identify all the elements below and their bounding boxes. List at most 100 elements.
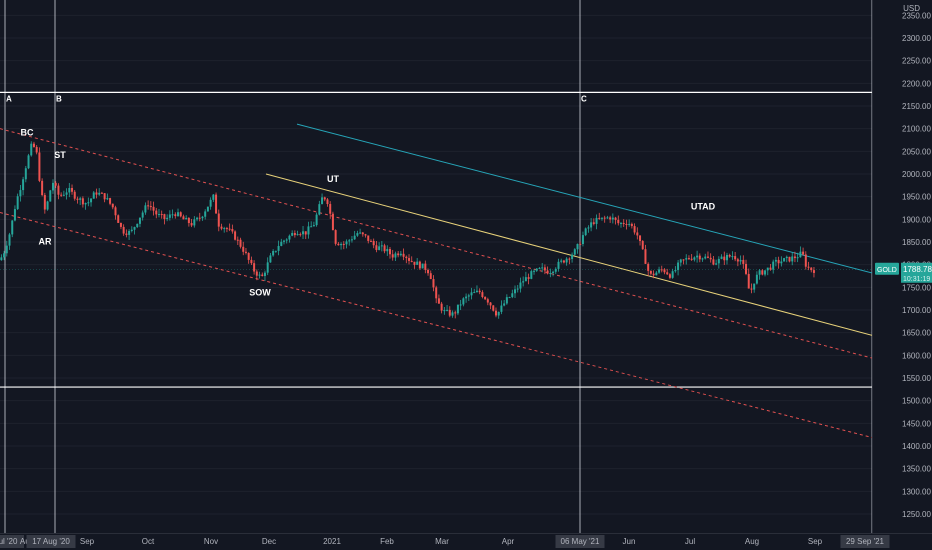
candle-body bbox=[217, 213, 220, 227]
candle-body bbox=[81, 198, 84, 205]
candle-body bbox=[22, 179, 25, 191]
candle-body bbox=[258, 274, 261, 276]
x-tick-label: Jul bbox=[685, 537, 695, 546]
candle-body bbox=[179, 212, 182, 217]
candle-body bbox=[467, 295, 470, 297]
candle-body bbox=[764, 270, 767, 275]
candle-body bbox=[674, 270, 677, 272]
x-tick-label: Oct bbox=[142, 537, 155, 546]
candle-body bbox=[647, 263, 650, 271]
candle-body bbox=[315, 214, 318, 226]
candle-body bbox=[682, 259, 685, 261]
y-tick-label: 2000.00 bbox=[902, 170, 931, 179]
candle-body bbox=[35, 146, 38, 153]
candle-body bbox=[774, 259, 777, 262]
candle-body bbox=[685, 258, 688, 260]
annotation-utad: UTAD bbox=[691, 201, 716, 211]
time-axis[interactable]: Jul '20 Aug 17 Aug '20 Sep Oct Nov Dec 2021 Feb M… bbox=[0, 533, 932, 550]
candle-body bbox=[27, 155, 30, 169]
candle-body bbox=[791, 256, 794, 262]
candle-body bbox=[527, 277, 530, 279]
candle-body bbox=[427, 269, 430, 274]
candle-body bbox=[704, 256, 707, 259]
candle-body bbox=[49, 190, 52, 202]
candle-body bbox=[435, 287, 438, 299]
candle-body bbox=[785, 256, 788, 259]
candle-body bbox=[291, 233, 294, 236]
price-axis[interactable]: 2350.00 2300.00 2250.00 2200.00 2150.00 2100.… bbox=[872, 0, 932, 550]
candle-body bbox=[755, 274, 758, 284]
y-tick-label: 1650.00 bbox=[902, 329, 931, 338]
candle-body bbox=[620, 222, 623, 224]
candle-body bbox=[68, 188, 71, 193]
candle-body bbox=[497, 311, 500, 316]
y-tick-label: 1700.00 bbox=[902, 306, 931, 315]
x-tick-label: 17 Aug '20 bbox=[32, 537, 70, 546]
candle-body bbox=[277, 245, 280, 251]
candle-body bbox=[652, 273, 655, 276]
marker-A: A bbox=[6, 94, 12, 103]
candle-body bbox=[769, 267, 772, 270]
candle-body bbox=[519, 282, 522, 289]
candle-body bbox=[13, 209, 16, 221]
candle-body bbox=[76, 198, 79, 200]
candle-body bbox=[285, 239, 288, 241]
candle-body bbox=[54, 182, 57, 186]
candle-body bbox=[766, 267, 769, 271]
candle-body bbox=[5, 245, 8, 254]
candle-body bbox=[416, 261, 419, 265]
candle-body bbox=[209, 199, 212, 207]
candle-body bbox=[46, 201, 49, 210]
candle-body bbox=[71, 188, 74, 192]
candle-body bbox=[511, 293, 514, 298]
x-tick-label: 29 Sep '21 bbox=[846, 537, 885, 546]
grid bbox=[0, 14, 872, 515]
annotation-ar: AR bbox=[39, 236, 52, 246]
candle-body bbox=[788, 256, 791, 262]
candle-body bbox=[655, 272, 658, 276]
candle-body bbox=[367, 235, 370, 241]
candle-body bbox=[462, 298, 465, 305]
trendline bbox=[0, 128, 897, 365]
candle-body bbox=[236, 239, 239, 241]
candle-body bbox=[280, 241, 283, 246]
marker-B: B bbox=[56, 94, 62, 103]
candle-body bbox=[533, 270, 536, 272]
candle-body bbox=[223, 228, 226, 230]
candle-body bbox=[386, 249, 389, 252]
candle-body bbox=[546, 270, 549, 274]
candle-body bbox=[535, 268, 538, 271]
trendline bbox=[0, 212, 897, 445]
candle-body bbox=[302, 231, 305, 235]
candle-body bbox=[266, 262, 269, 273]
candle-body bbox=[503, 303, 506, 306]
candle-body bbox=[796, 257, 799, 259]
candle-body bbox=[418, 261, 421, 269]
candle-body bbox=[568, 258, 571, 260]
candle-body bbox=[758, 270, 761, 275]
y-tick-label: 2150.00 bbox=[902, 102, 931, 111]
candle-body bbox=[698, 255, 701, 260]
candle-body bbox=[736, 259, 739, 262]
time-label-box bbox=[840, 535, 890, 548]
candle-body bbox=[380, 245, 383, 247]
candle-body bbox=[753, 283, 756, 290]
candle-body bbox=[212, 194, 215, 200]
candle-body bbox=[177, 212, 180, 217]
candle-body bbox=[155, 210, 158, 215]
candle-body bbox=[65, 192, 68, 195]
candle-body bbox=[41, 180, 44, 196]
candle-body bbox=[679, 259, 682, 263]
candle-body bbox=[581, 235, 584, 244]
candle-body bbox=[560, 260, 563, 262]
candle-body bbox=[196, 217, 199, 220]
candle-body bbox=[30, 143, 33, 156]
candle-body bbox=[62, 194, 65, 196]
candle-body bbox=[215, 194, 218, 214]
candle-body bbox=[201, 216, 204, 219]
candle-body bbox=[174, 214, 177, 217]
candle-body bbox=[677, 262, 680, 271]
candle-body bbox=[451, 312, 454, 316]
